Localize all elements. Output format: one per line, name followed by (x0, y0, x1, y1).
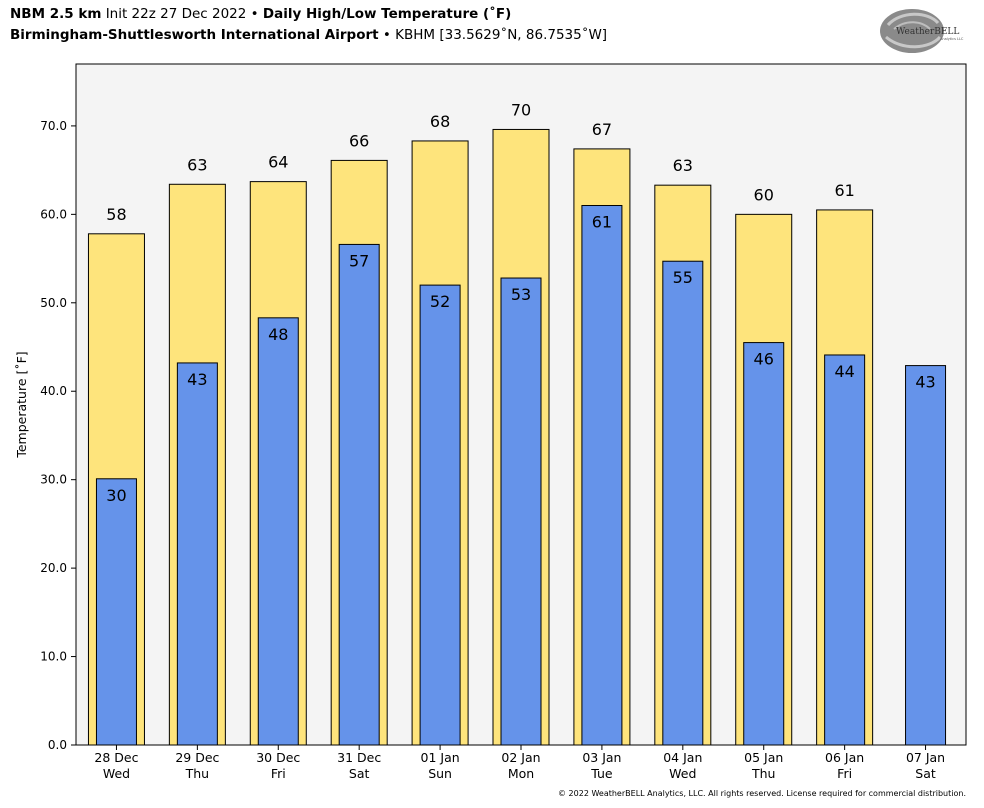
high-temp-label: 60 (754, 185, 774, 204)
low-temp-label: 43 (915, 373, 935, 392)
high-temp-label: 63 (187, 155, 207, 174)
low-temp-bar (257, 317, 299, 746)
y-tick-label: 30.0 (40, 473, 67, 487)
low-temp-bar (743, 342, 785, 746)
x-tick-day: Sun (428, 766, 452, 781)
product-name: Daily High/Low Temperature (˚F) (262, 6, 512, 22)
high-temp-label: 64 (268, 153, 288, 172)
low-temp-bar (419, 284, 461, 746)
y-tick-label: 70.0 (40, 119, 67, 133)
high-temp-label: 70 (511, 100, 531, 119)
x-tick-date: 04 Jan (663, 750, 702, 765)
x-tick-date: 02 Jan (501, 750, 540, 765)
x-tick-day: Fri (837, 766, 852, 781)
x-tick-date: 30 Dec (256, 750, 300, 765)
y-tick-label: 20.0 (40, 561, 67, 575)
high-temp-label: 68 (430, 112, 450, 131)
title-bullet-2: • (382, 27, 391, 43)
x-tick-day: Mon (508, 766, 534, 781)
x-tick-day: Wed (103, 766, 130, 781)
y-tick-label: 10.0 (40, 650, 67, 664)
logo-text: WeatherBELL (896, 27, 959, 37)
low-temp-label: 46 (754, 350, 774, 369)
x-tick-date: 28 Dec (94, 750, 138, 765)
init-time: Init 22z 27 Dec 2022 (105, 6, 247, 22)
low-temp-label: 55 (673, 268, 693, 287)
low-temp-label: 57 (349, 251, 369, 270)
low-temp-label: 52 (430, 292, 450, 311)
model-name: NBM 2.5 km (10, 6, 102, 22)
x-tick-date: 07 Jan (906, 750, 945, 765)
y-tick-label: 60.0 (40, 207, 67, 221)
y-axis-label: Temperature [˚F] (14, 351, 29, 458)
low-temp-bar (581, 205, 623, 746)
high-temp-label: 67 (592, 120, 612, 139)
low-temp-label: 48 (268, 325, 288, 344)
low-temp-bar (500, 277, 542, 746)
x-tick-day: Sat (915, 766, 936, 781)
weatherbell-logo: WeatherBELL Analytics LLC (880, 9, 964, 53)
low-temp-bar (95, 478, 137, 746)
high-temp-label: 63 (673, 156, 693, 175)
x-tick-date: 05 Jan (744, 750, 783, 765)
low-temp-label: 43 (187, 370, 207, 389)
x-tick-day: Sat (349, 766, 370, 781)
high-temp-label: 66 (349, 131, 369, 150)
x-tick-day: Thu (185, 766, 209, 781)
site-info: KBHM [33.5629˚N, 86.7535˚W] (395, 27, 608, 43)
low-temp-label: 30 (106, 486, 126, 505)
low-temp-bar (662, 260, 704, 746)
y-tick-label: 40.0 (40, 384, 67, 398)
low-temp-label: 44 (834, 362, 854, 381)
x-tick-day: Wed (669, 766, 696, 781)
high-temp-label: 58 (106, 205, 126, 224)
low-temp-label: 61 (592, 213, 612, 232)
y-tick-label: 0.0 (48, 738, 67, 752)
logo-subtext: Analytics LLC (940, 37, 964, 41)
x-tick-day: Tue (590, 766, 613, 781)
high-temp-label: 61 (834, 181, 854, 200)
low-temp-bar (176, 362, 218, 746)
x-tick-date: 01 Jan (421, 750, 460, 765)
low-temp-bar (338, 243, 380, 746)
x-tick-date: 03 Jan (582, 750, 621, 765)
copyright-notice: © 2022 WeatherBELL Analytics, LLC. All r… (558, 789, 966, 798)
chart-title-line1: NBM 2.5 km Init 22z 27 Dec 2022 • Daily … (10, 6, 511, 22)
x-tick-date: 06 Jan (825, 750, 864, 765)
chart-title-line2: Birmingham-Shuttlesworth International A… (10, 27, 607, 43)
x-tick-day: Fri (271, 766, 286, 781)
site-name: Birmingham-Shuttlesworth International A… (10, 27, 379, 43)
y-tick-label: 50.0 (40, 296, 67, 310)
title-bullet: • (250, 6, 259, 22)
low-temp-label: 53 (511, 285, 531, 304)
x-tick-day: Thu (751, 766, 775, 781)
low-temp-bar (905, 365, 947, 746)
low-temp-bar (824, 354, 866, 746)
x-tick-date: 29 Dec (175, 750, 219, 765)
x-tick-date: 31 Dec (337, 750, 381, 765)
